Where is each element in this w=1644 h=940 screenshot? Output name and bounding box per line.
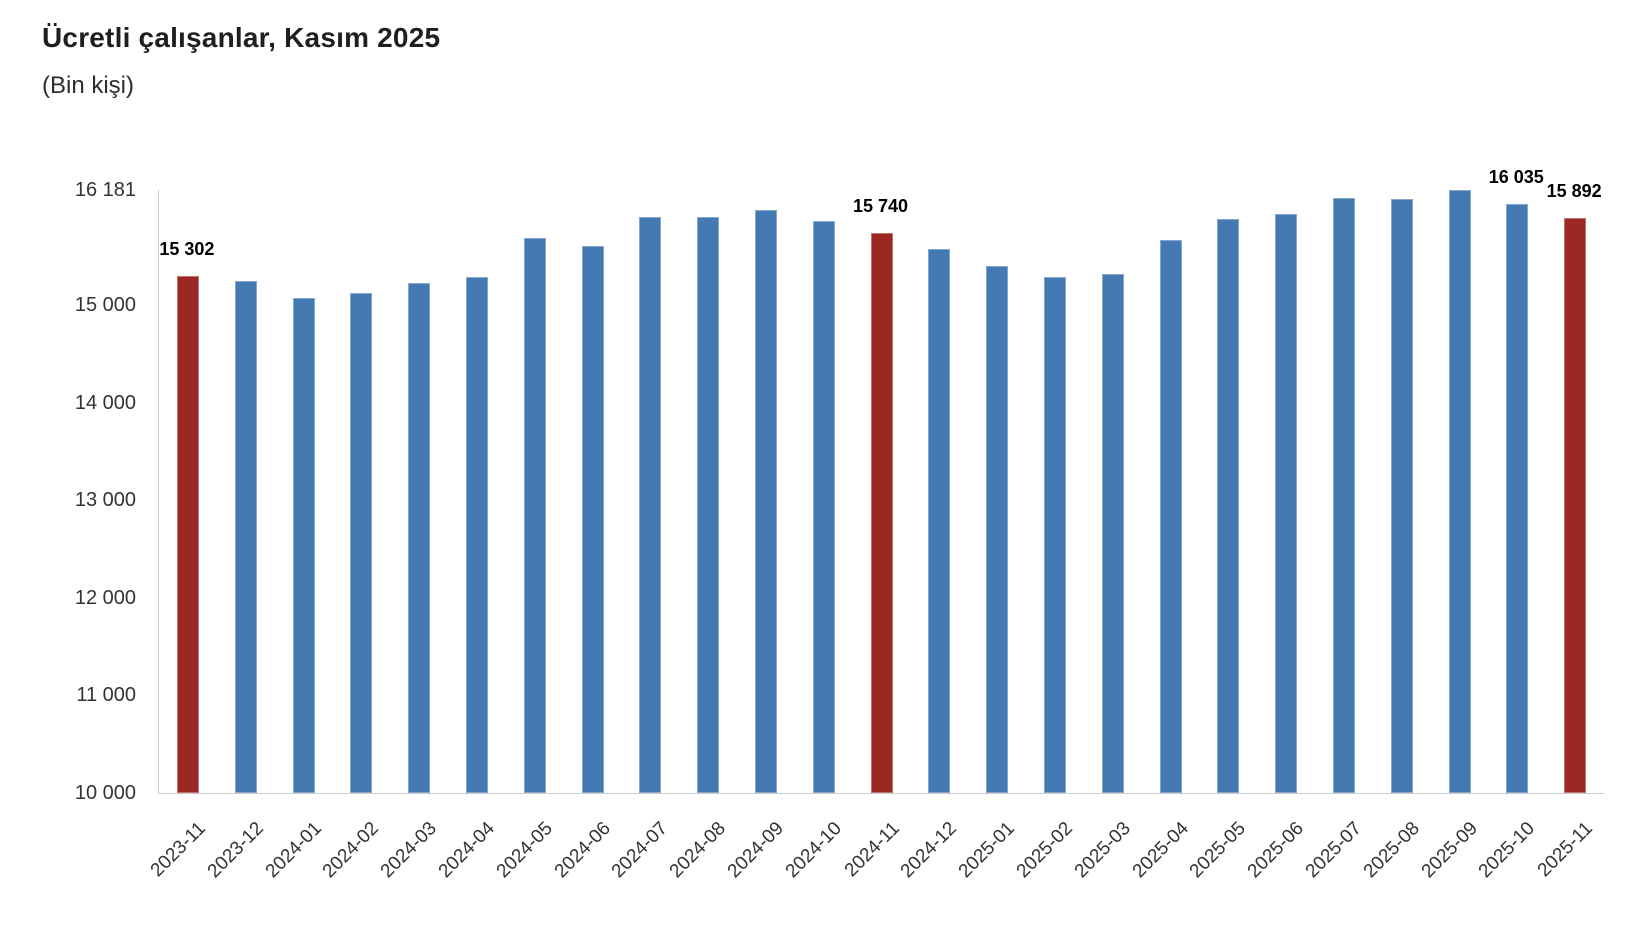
plot-area <box>158 190 1604 794</box>
chart-bar[interactable] <box>465 277 488 793</box>
chart-bar[interactable] <box>928 249 951 793</box>
chart-bar[interactable] <box>1159 240 1182 793</box>
bar-data-label: 15 892 <box>1546 181 1602 202</box>
chart-bar[interactable] <box>350 293 373 793</box>
y-axis-tick-label: 11 000 <box>76 684 136 707</box>
y-axis-tick-label: 10 000 <box>74 782 136 804</box>
chart-bar[interactable] <box>1390 199 1413 793</box>
chart-bar[interactable] <box>1101 274 1124 793</box>
chart-bar[interactable] <box>234 281 257 793</box>
chart-bar[interactable] <box>986 266 1009 793</box>
y-axis-tick-label: 14 000 <box>74 391 136 414</box>
page-title: Ücretli çalışanlar, Kasım 2025 <box>42 22 441 53</box>
y-axis-tick-label: 12 000 <box>74 586 136 609</box>
chart-bar[interactable] <box>1564 218 1587 793</box>
bar-data-label: 15 302 <box>159 238 215 259</box>
chart-bar[interactable] <box>408 283 431 793</box>
chart-bar[interactable] <box>697 217 720 793</box>
chart-bar[interactable] <box>581 246 604 793</box>
chart-bar[interactable] <box>1448 190 1471 793</box>
chart-bar[interactable] <box>523 238 546 793</box>
page-subtitle: (Bin kişi) <box>42 72 135 99</box>
chart-bar[interactable] <box>292 298 315 793</box>
y-axis-tick-label: 15 000 <box>74 294 136 317</box>
chart-bar[interactable] <box>1506 204 1529 793</box>
chart-bar[interactable] <box>639 217 662 793</box>
x-axis-tick-label: 2023-11 <box>146 818 210 882</box>
bar-data-label: 15 740 <box>852 196 909 217</box>
chart-bar[interactable] <box>1332 198 1355 793</box>
y-axis-tick-label: 13 000 <box>74 489 136 512</box>
bar-data-label: 16 035 <box>1488 167 1544 188</box>
chart-bar[interactable] <box>1217 219 1240 793</box>
chart-bar[interactable] <box>176 276 199 793</box>
chart-bar[interactable] <box>1275 214 1298 793</box>
chart-bar[interactable] <box>1043 277 1066 793</box>
y-axis-tick-label: 16 181 <box>74 179 136 201</box>
chart-bar[interactable] <box>870 233 893 793</box>
chart-bar[interactable] <box>754 210 777 793</box>
chart-bar[interactable] <box>812 221 835 793</box>
